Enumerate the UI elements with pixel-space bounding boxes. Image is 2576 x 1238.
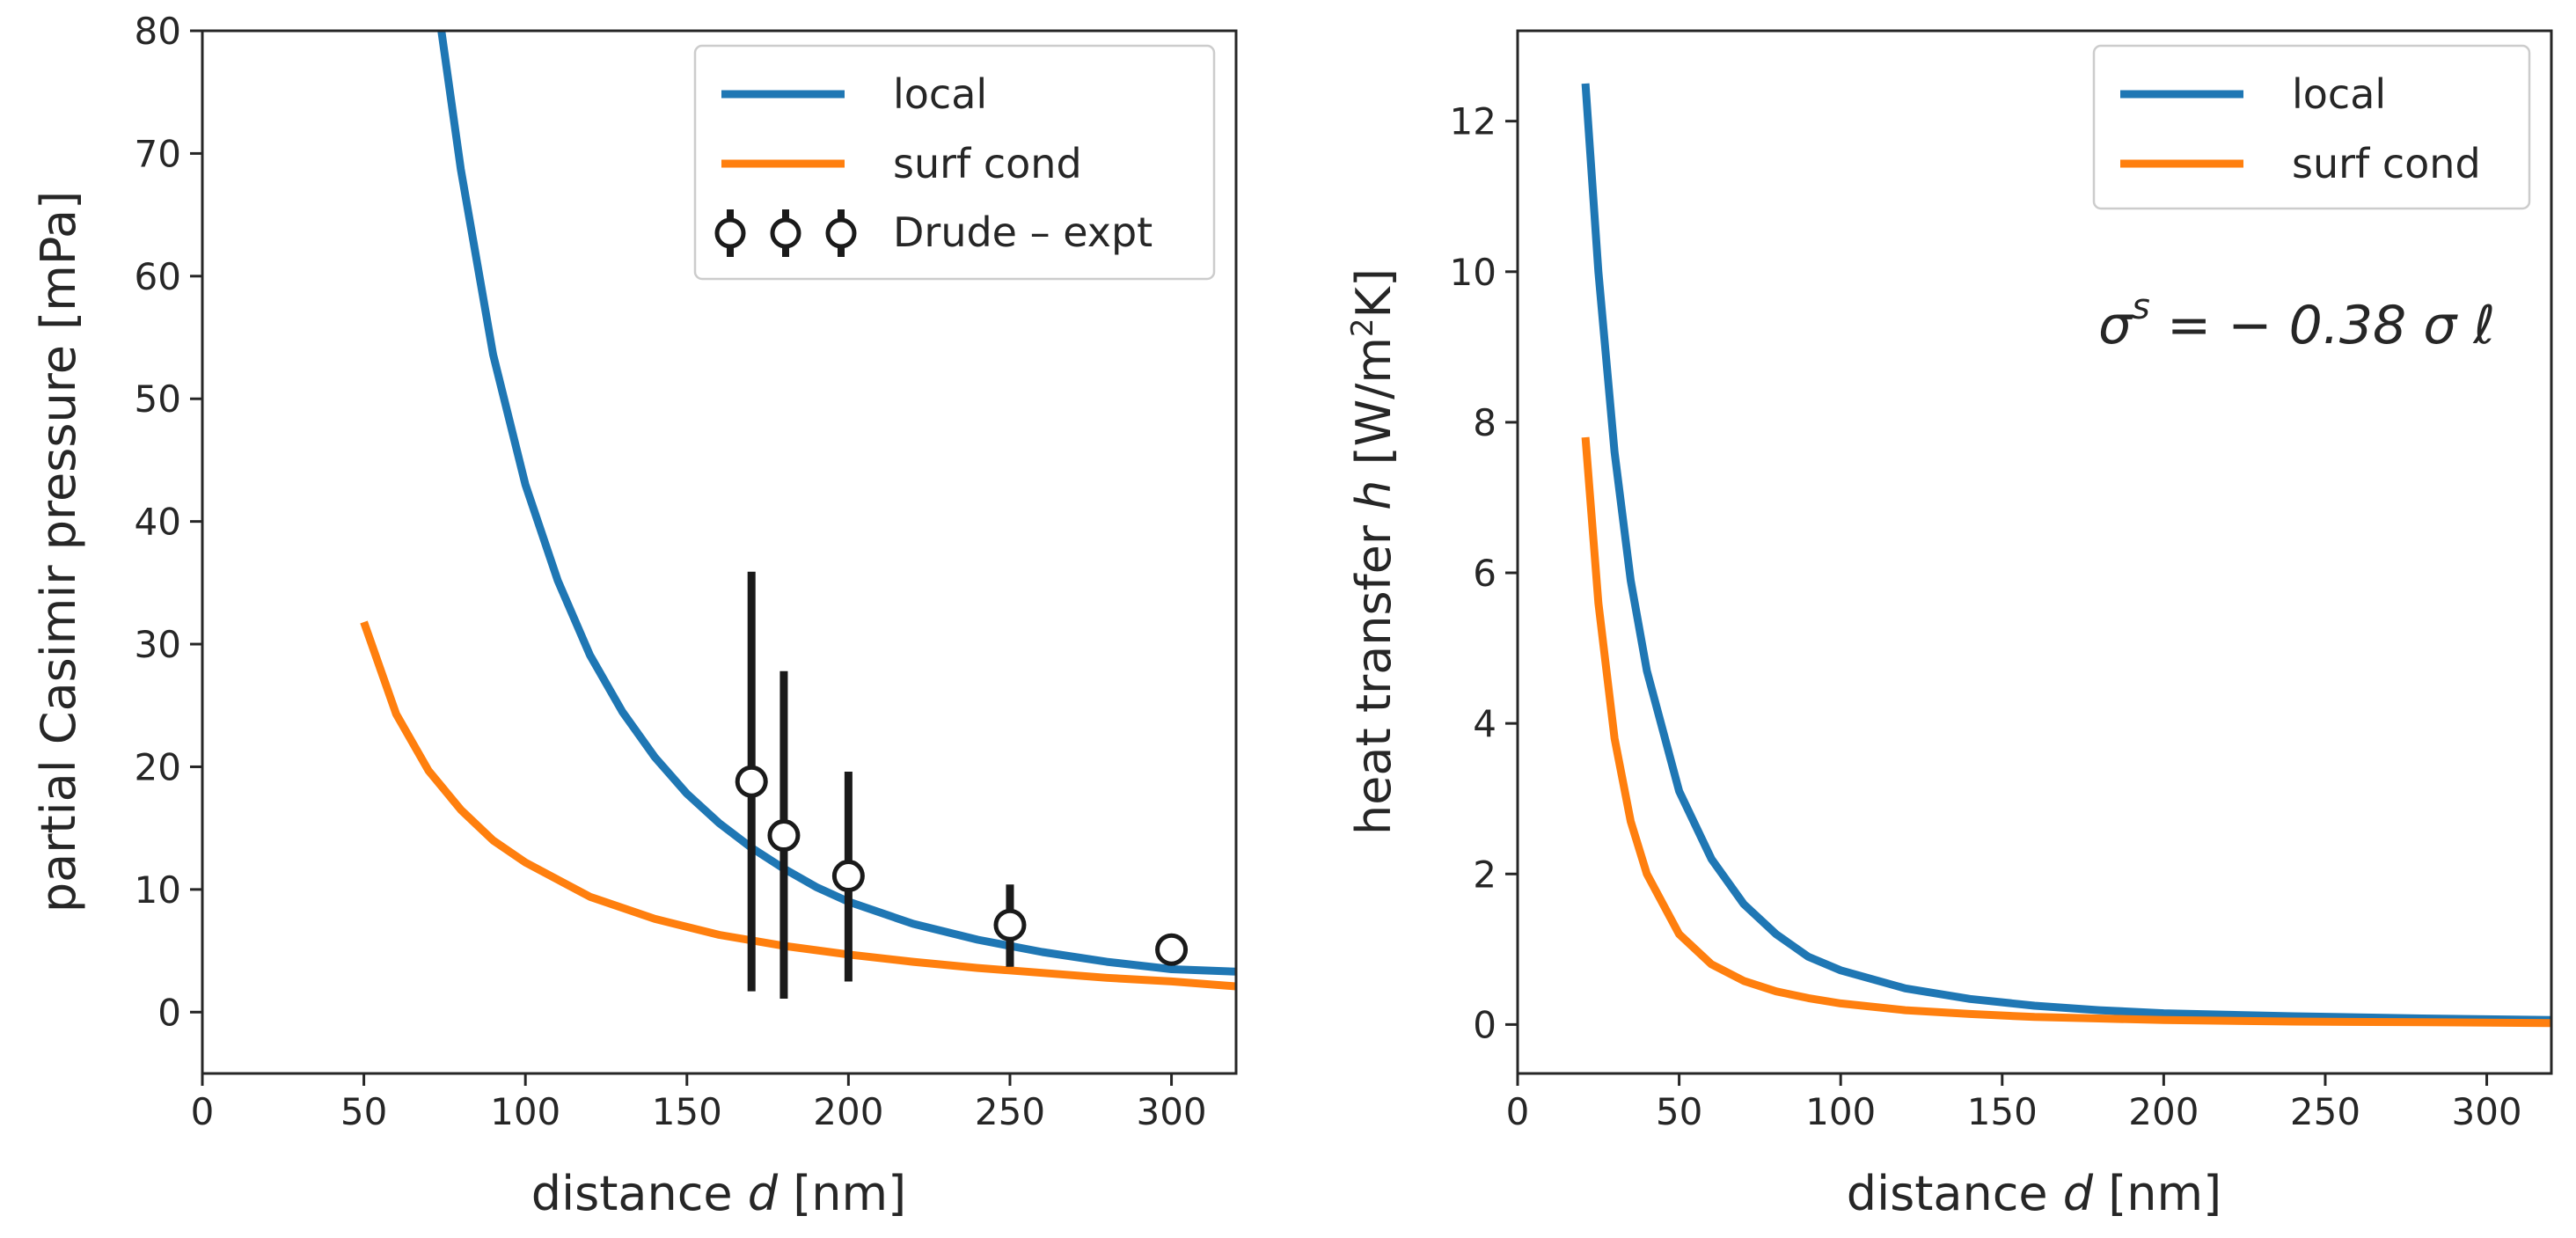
- x-tick-label: 50: [340, 1090, 387, 1133]
- left-x-axis-label: distance d [nm]: [531, 1166, 906, 1221]
- left-legend-expt-label: Drude – expt: [893, 209, 1153, 256]
- y-tick-label: 50: [135, 377, 181, 421]
- right-legend-local-label: local: [2292, 70, 2386, 118]
- right-plot-area: [1581, 83, 2551, 1028]
- y-tick-label: 10: [1450, 251, 1497, 294]
- left-legend-box: [693, 44, 1216, 281]
- left-plot-frame: [201, 29, 1238, 1075]
- y-tick-label: 0: [157, 991, 181, 1034]
- y-tick-label: 12: [1450, 100, 1497, 143]
- expt-data-point: [831, 860, 865, 893]
- x-tick-label: 300: [1136, 1090, 1206, 1133]
- expt-data-point: [1155, 933, 1189, 966]
- left-legend-expt-marker: [770, 217, 801, 249]
- x-tick-label: 0: [191, 1090, 215, 1133]
- y-tick-label: 2: [1473, 853, 1497, 896]
- right-chart: 0 50 100 150 200 250 300 0 2 4 6 8 10 12 distance d …: [1345, 29, 2553, 1221]
- x-tick-label: 250: [2290, 1090, 2360, 1133]
- y-tick-label: 10: [135, 868, 181, 912]
- left-y-axis-label: partial Casimir pressure [mPa]: [31, 191, 86, 912]
- x-tick-label: 100: [490, 1090, 560, 1133]
- x-tick-label: 150: [1967, 1090, 2038, 1133]
- y-tick-label: 60: [135, 255, 181, 298]
- y-tick-label: 6: [1473, 552, 1497, 595]
- right-plot-frame: [1516, 29, 2553, 1075]
- x-tick-label: 200: [2128, 1090, 2199, 1133]
- right-legend: local surf cond: [2092, 44, 2531, 210]
- x-tick-label: 50: [1656, 1090, 1702, 1133]
- y-tick-label: 0: [1473, 1003, 1497, 1046]
- left-legend: local surf cond Drude – expt: [693, 44, 1216, 281]
- left-legend-expt-marker: [714, 217, 746, 249]
- y-tick-label: 4: [1473, 702, 1497, 745]
- right-y-axis-label: heat transfer h [W/m2K]: [1345, 268, 1401, 835]
- left-series-surf-cond-line: [360, 620, 1236, 991]
- left-legend-expt-marker: [825, 217, 857, 249]
- left-plot-area: [360, 31, 1236, 999]
- x-tick-label: 0: [1506, 1090, 1530, 1133]
- y-tick-label: 20: [135, 745, 181, 788]
- x-tick-label: 150: [652, 1090, 722, 1133]
- y-tick-label: 70: [135, 132, 181, 175]
- expt-data-point: [767, 819, 801, 853]
- y-tick-label: 8: [1473, 401, 1497, 444]
- y-tick-label: 30: [135, 623, 181, 666]
- right-legend-surf-cond-label: surf cond: [2292, 140, 2481, 187]
- left-legend-surf-cond-label: surf cond: [893, 140, 1082, 187]
- y-tick-label: 40: [135, 501, 181, 544]
- x-tick-label: 250: [975, 1090, 1045, 1133]
- x-tick-label: 200: [813, 1090, 883, 1133]
- expt-data-point: [735, 765, 768, 798]
- sigma-annotation: σs = − 0.38 σ ℓ: [2098, 287, 2495, 356]
- right-x-axis-label: distance d [nm]: [1847, 1166, 2221, 1221]
- right-series-local-line: [1581, 83, 2551, 1024]
- x-tick-label: 100: [1805, 1090, 1876, 1133]
- x-tick-label: 300: [2451, 1090, 2521, 1133]
- right-series-surf-cond-line: [1581, 436, 2551, 1028]
- right-legend-box: [2092, 44, 2531, 210]
- left-series-local-line: [437, 31, 1236, 976]
- left-chart: 0 50 100 150 200 250 300 0 10 20 30 40 50 60 70 80 dis…: [31, 10, 1238, 1221]
- y-tick-label: 80: [135, 10, 181, 53]
- expt-data-point: [993, 908, 1027, 941]
- left-legend-local-label: local: [893, 70, 987, 118]
